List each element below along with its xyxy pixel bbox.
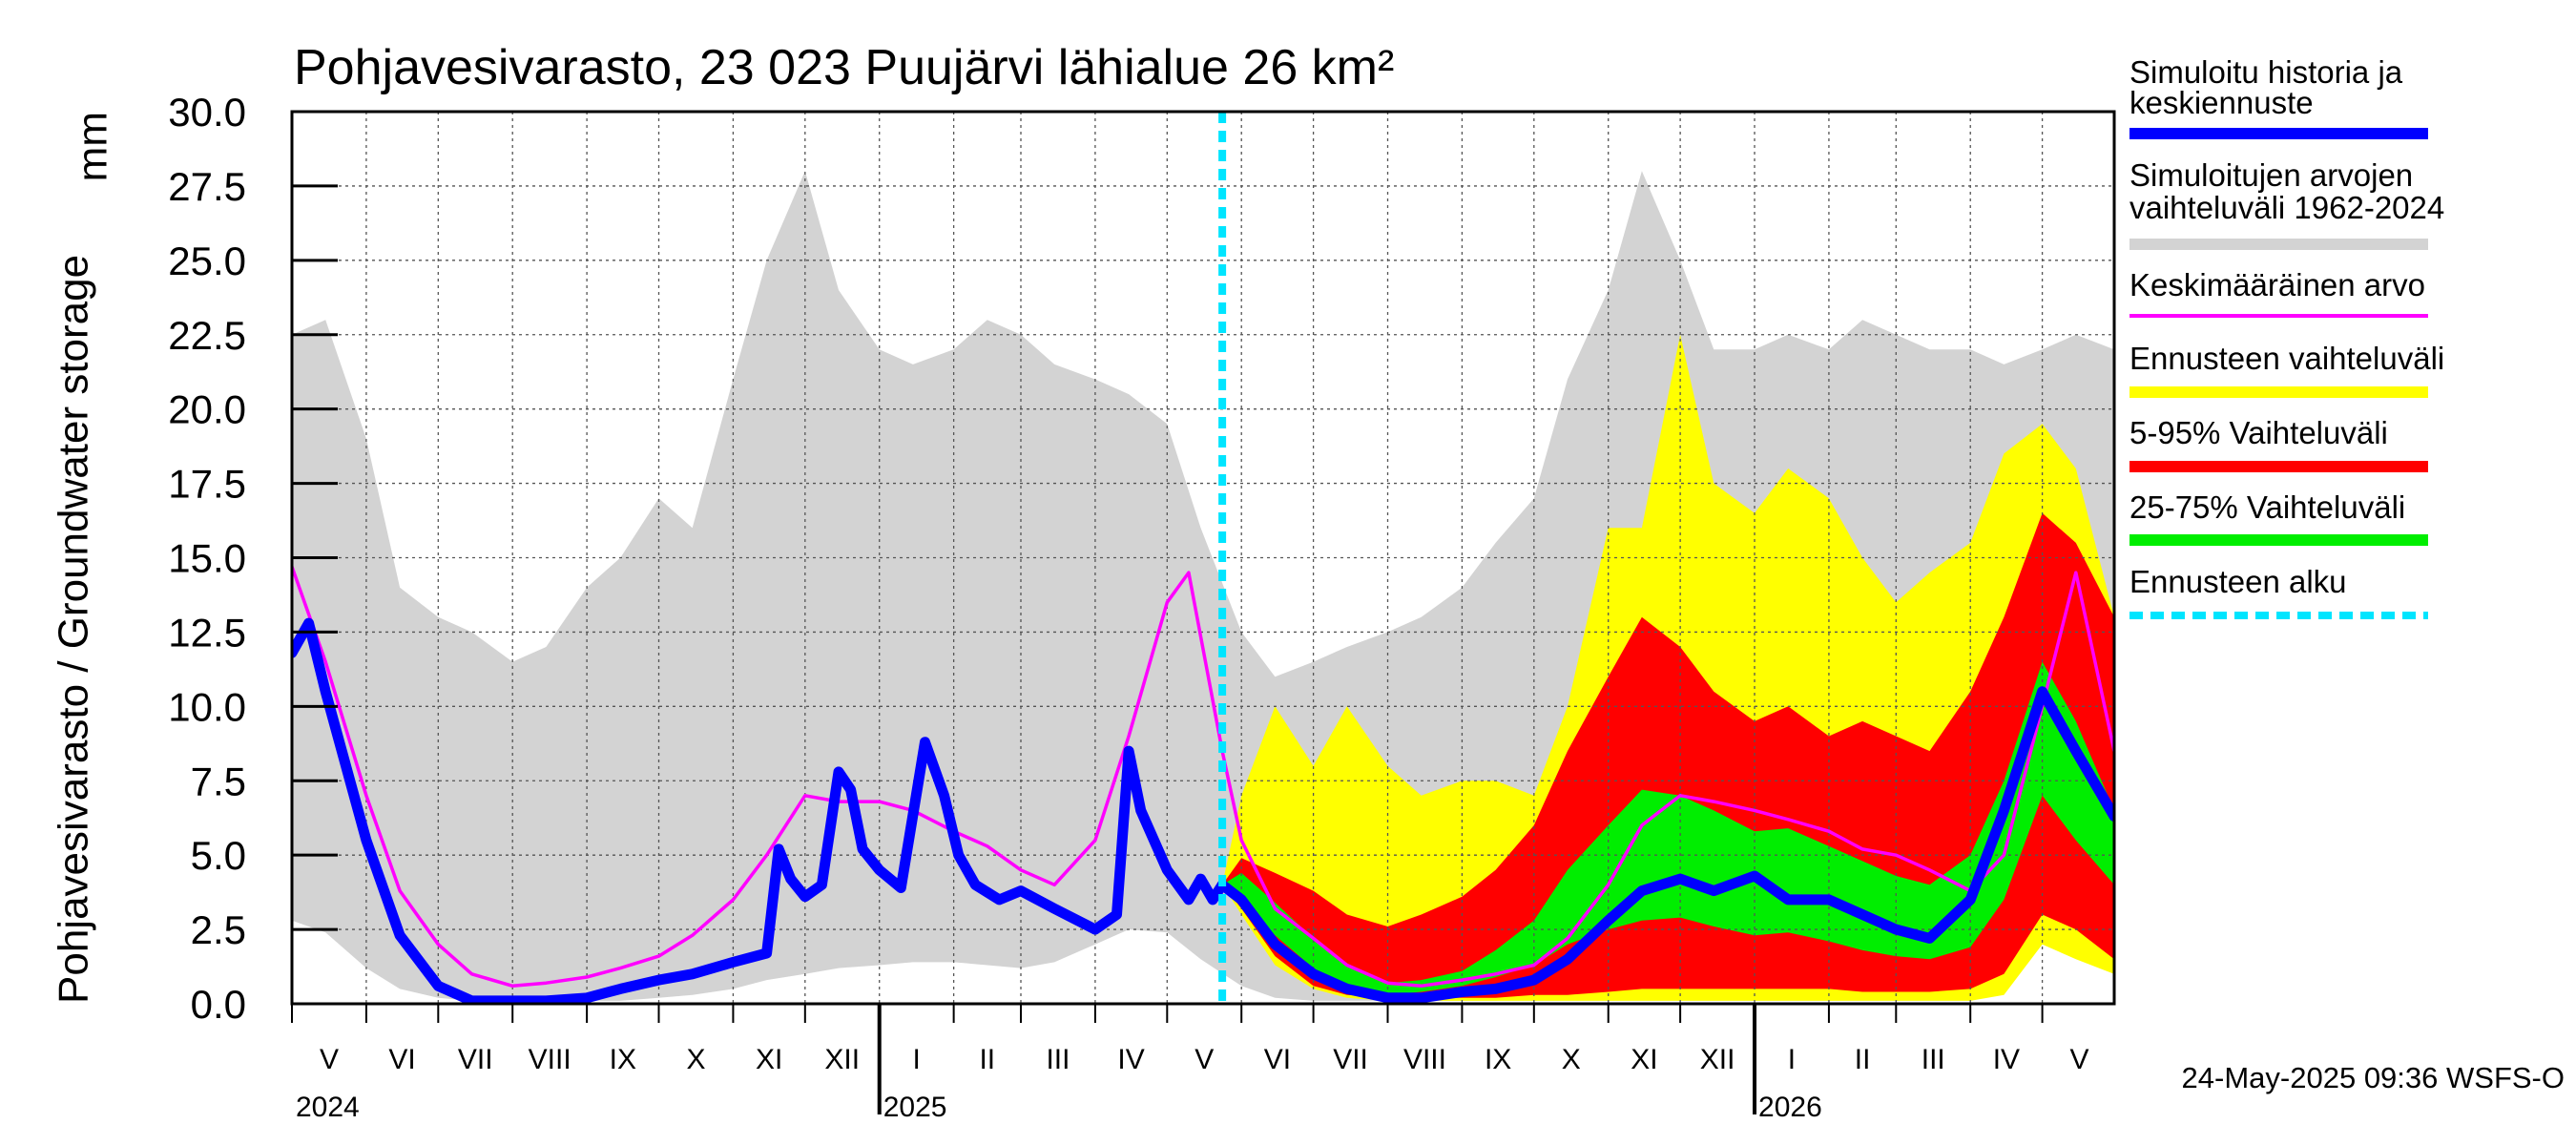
month-label: XI [756, 1044, 782, 1075]
y-tick-label: 20.0 [168, 387, 246, 432]
simulated-line [292, 617, 2114, 1004]
y-tick-label: 17.5 [168, 462, 246, 507]
y-tick-label: 27.5 [168, 164, 246, 209]
month-label: VII [1333, 1044, 1368, 1075]
month-label: V [2070, 1044, 2089, 1075]
year-label: 2025 [883, 1092, 947, 1123]
legend: Simuloitu historia ja keskiennuste Simuloi… [2129, 54, 2444, 619]
month-label: III [1046, 1044, 1070, 1075]
y-tick-label: 10.0 [168, 684, 246, 729]
legend-label: Ennusteen alku [2129, 564, 2347, 599]
grid-lines [292, 111, 2114, 1005]
y-tick-label: 0.0 [191, 982, 246, 1027]
mean-line [292, 566, 2114, 989]
month-label: XI [1631, 1044, 1657, 1075]
y-axis-unit: mm [70, 112, 116, 181]
year-label: 2024 [296, 1092, 360, 1123]
series-lines [292, 112, 2114, 1004]
y-tick-label: 15.0 [168, 536, 246, 581]
month-label: XII [824, 1044, 860, 1075]
year-label: 2026 [1758, 1092, 1822, 1123]
month-label: VII [458, 1044, 493, 1075]
month-label: VI [1264, 1044, 1291, 1075]
y-axis-ticks: 0.0 2.5 5.0 7.5 10.0 12.5 15.0 17.5 20.0 22.5 25.0… [168, 90, 338, 1027]
legend-label: 5-95% Vaihteluväli [2129, 415, 2388, 450]
y-tick-label: 7.5 [191, 759, 246, 803]
month-label: V [320, 1044, 339, 1075]
y-tick-label: 12.5 [168, 610, 246, 655]
month-label: II [1855, 1044, 1871, 1075]
y-tick-label: 30.0 [168, 90, 246, 135]
band-25-75-area [1222, 661, 2114, 995]
legend-label: Simuloitu historia ja keskiennuste [2129, 54, 2403, 120]
y-tick-label: 25.0 [168, 239, 246, 283]
month-label: I [913, 1044, 921, 1075]
month-label: X [1562, 1044, 1581, 1075]
timestamp: 24-May-2025 09:36 WSFS-O [2182, 1061, 2565, 1094]
legend-label: Simuloitujen arvojen vaihteluväli 1962-20… [2129, 157, 2444, 225]
y-tick-label: 5.0 [191, 833, 246, 878]
month-label: IV [1993, 1044, 2020, 1075]
y-tick-label: 2.5 [191, 907, 246, 952]
month-label: IX [1485, 1044, 1511, 1075]
month-label: IX [610, 1044, 636, 1075]
month-label: V [1195, 1044, 1214, 1075]
month-label: VI [388, 1044, 415, 1075]
legend-label: 25-75% Vaihteluväli [2129, 489, 2405, 525]
month-label: X [686, 1044, 705, 1075]
x-axis: V VI VII VIII IX X XI XII I II III IV V VI VII VIII IX X X… [291, 1004, 2089, 1123]
legend-label: Keskimääräinen arvo [2129, 267, 2425, 302]
legend-label: Ennusteen vaihteluväli [2129, 341, 2444, 376]
month-label: II [979, 1044, 995, 1075]
month-label: XII [1700, 1044, 1735, 1075]
month-label: VIII [529, 1044, 571, 1075]
month-label: VIII [1403, 1044, 1446, 1075]
chart-title: Pohjavesivarasto, 23 023 Puujärvi lähial… [294, 40, 1394, 95]
y-tick-label: 22.5 [168, 313, 246, 358]
month-label: I [1788, 1044, 1796, 1075]
month-label: III [1922, 1044, 1945, 1075]
y-axis-label: Pohjavesivarasto / Groundwater storage [51, 255, 97, 1004]
forecast-and-history-areas [292, 171, 2114, 1001]
month-label: IV [1117, 1044, 1144, 1075]
